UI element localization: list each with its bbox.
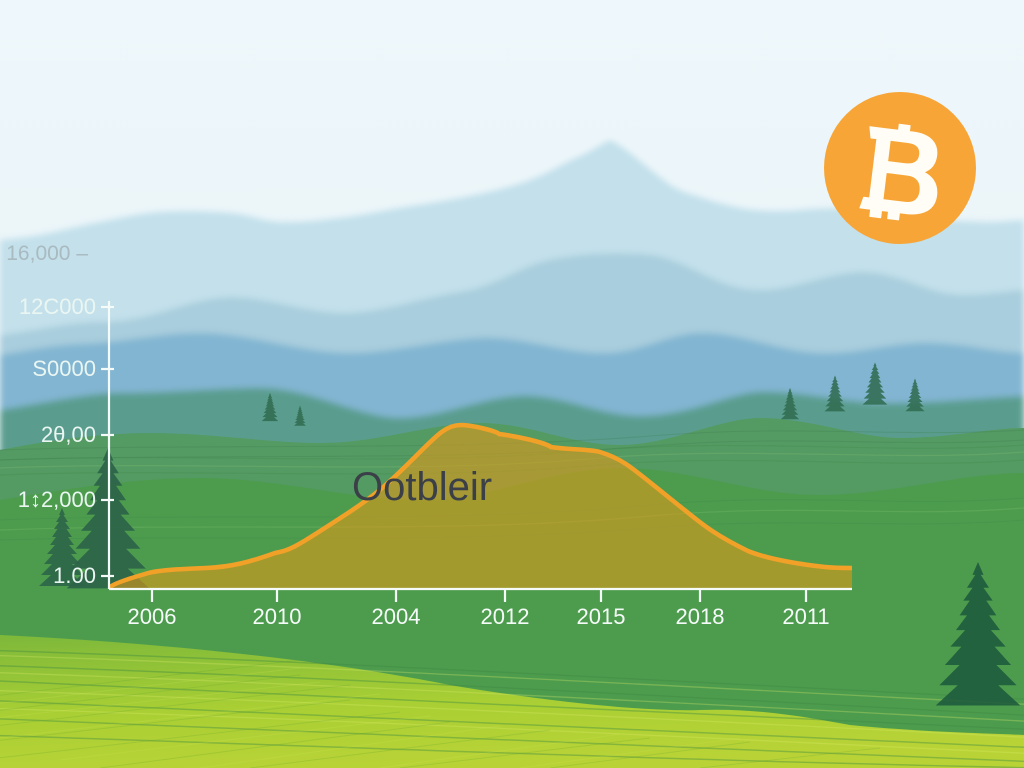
svg-text:2006: 2006 — [128, 604, 177, 629]
svg-text:2011: 2011 — [782, 604, 829, 629]
svg-text:1​6,000 –: 1​6,000 – — [6, 242, 88, 265]
svg-text:2015: 2015 — [577, 604, 626, 629]
svg-text:1↕2,000: 1↕2,000 — [18, 487, 96, 512]
svg-text:12C000: 12C000 — [19, 294, 96, 319]
svg-text:2010: 2010 — [253, 604, 302, 629]
svg-text:2θ,00: 2θ,00 — [41, 422, 96, 447]
svg-text:2004: 2004 — [372, 604, 421, 629]
svg-text:S0000: S0000 — [32, 356, 96, 381]
svg-text:1.00: 1.00 — [53, 563, 96, 588]
svg-text:Ootbleir: Ootbleir — [352, 465, 492, 509]
svg-text:2012: 2012 — [481, 604, 530, 629]
svg-text:2018: 2018 — [676, 604, 725, 629]
